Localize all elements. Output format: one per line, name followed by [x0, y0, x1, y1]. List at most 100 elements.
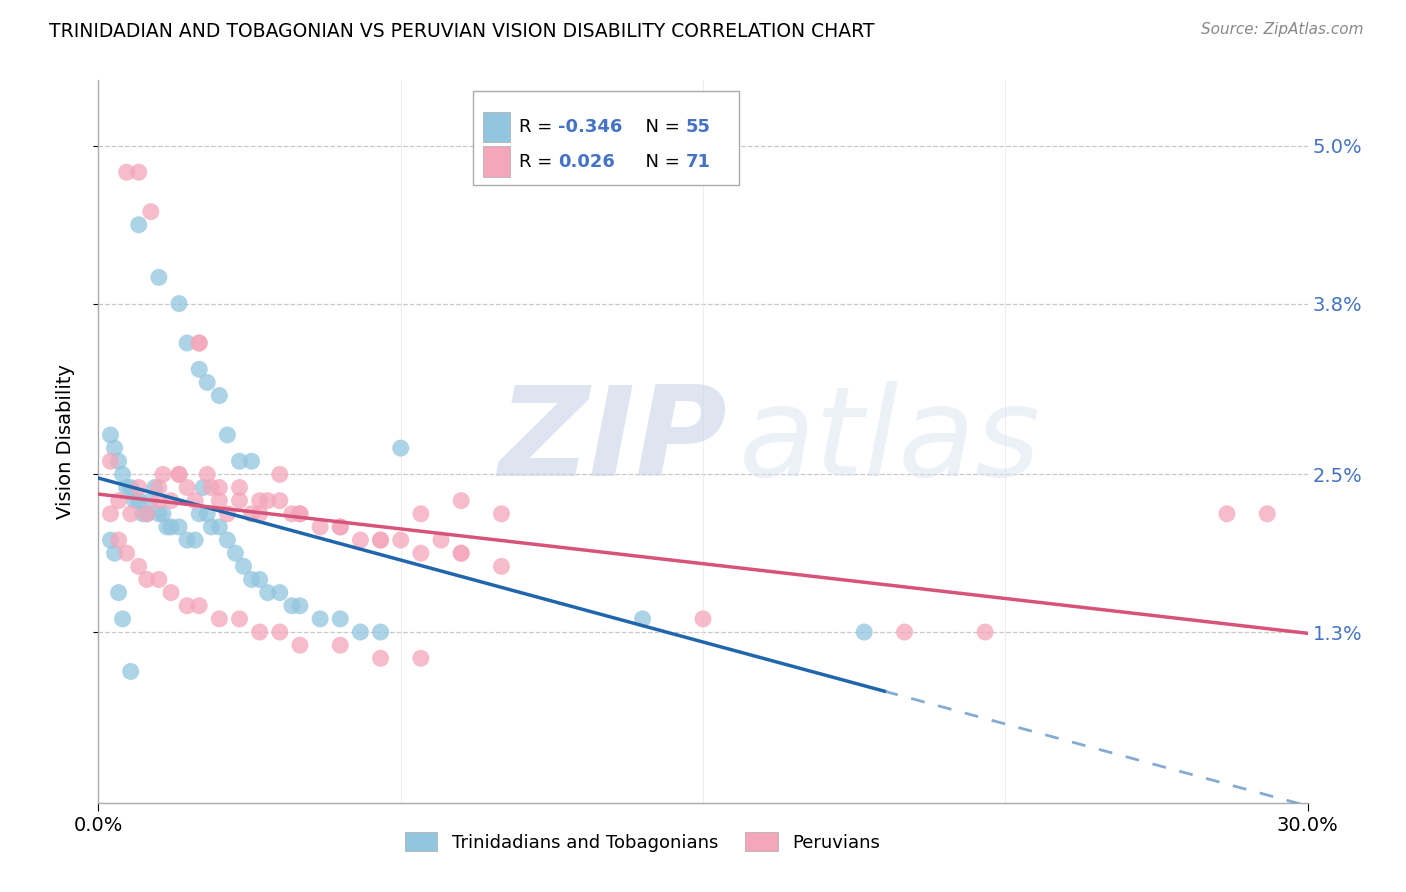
Point — [115, 481, 138, 495]
Point — [188, 336, 211, 351]
Point — [200, 481, 222, 495]
Point — [249, 507, 271, 521]
Point — [135, 507, 157, 521]
FancyBboxPatch shape — [482, 146, 509, 177]
Point — [1216, 507, 1239, 521]
Point — [269, 625, 291, 640]
Point — [128, 481, 150, 495]
Point — [208, 481, 231, 495]
FancyBboxPatch shape — [474, 91, 740, 185]
Point — [409, 546, 432, 560]
Point — [208, 520, 231, 534]
Point — [195, 376, 218, 390]
Point — [160, 493, 183, 508]
Point — [176, 533, 198, 547]
Point — [148, 481, 170, 495]
Point — [288, 638, 311, 652]
Point — [148, 493, 170, 508]
Point — [217, 533, 239, 547]
Point — [200, 520, 222, 534]
Point — [249, 625, 271, 640]
Point — [450, 493, 472, 508]
Point — [152, 507, 174, 521]
Point — [329, 612, 352, 626]
Point — [240, 507, 263, 521]
Point — [120, 481, 142, 495]
Point — [228, 612, 250, 626]
Point — [349, 625, 371, 640]
Point — [329, 520, 352, 534]
Point — [430, 533, 453, 547]
Point — [370, 533, 392, 547]
Point — [128, 493, 150, 508]
Point — [128, 559, 150, 574]
Point — [184, 493, 207, 508]
Point — [224, 546, 246, 560]
Legend: Trinidadians and Tobagonians, Peruvians: Trinidadians and Tobagonians, Peruvians — [398, 825, 887, 859]
Point — [188, 336, 211, 351]
Point — [107, 533, 129, 547]
Point — [240, 573, 263, 587]
Point — [269, 467, 291, 482]
Point — [309, 520, 332, 534]
Point — [148, 270, 170, 285]
Point — [195, 467, 218, 482]
Point — [974, 625, 997, 640]
Point — [100, 454, 122, 468]
Point — [208, 493, 231, 508]
Point — [329, 520, 352, 534]
Point — [193, 481, 215, 495]
Text: atlas: atlas — [740, 381, 1042, 502]
Point — [167, 467, 190, 482]
Point — [269, 585, 291, 599]
Point — [309, 612, 332, 626]
Point — [143, 481, 166, 495]
Point — [156, 520, 179, 534]
Point — [148, 507, 170, 521]
Point — [184, 533, 207, 547]
Y-axis label: Vision Disability: Vision Disability — [56, 364, 75, 519]
Point — [120, 507, 142, 521]
Point — [111, 612, 134, 626]
Point — [389, 533, 412, 547]
Point — [1256, 507, 1278, 521]
Point — [228, 493, 250, 508]
Point — [100, 533, 122, 547]
Point — [115, 165, 138, 179]
Point — [135, 573, 157, 587]
Point — [491, 559, 513, 574]
Text: ZIP: ZIP — [499, 381, 727, 502]
Point — [188, 362, 211, 376]
Point — [208, 612, 231, 626]
Text: 71: 71 — [686, 153, 711, 170]
Text: R =: R = — [519, 153, 558, 170]
Point — [124, 493, 146, 508]
Point — [228, 454, 250, 468]
Point — [167, 520, 190, 534]
Point — [148, 573, 170, 587]
Point — [370, 533, 392, 547]
Point — [188, 599, 211, 613]
Point — [128, 218, 150, 232]
Point — [329, 638, 352, 652]
Point — [128, 165, 150, 179]
Point — [195, 507, 218, 521]
Point — [107, 585, 129, 599]
Point — [176, 336, 198, 351]
Point — [281, 599, 304, 613]
Text: N =: N = — [634, 153, 686, 170]
Text: Source: ZipAtlas.com: Source: ZipAtlas.com — [1201, 22, 1364, 37]
Point — [139, 493, 162, 508]
Point — [100, 428, 122, 442]
Point — [176, 599, 198, 613]
Point — [100, 507, 122, 521]
Point — [409, 651, 432, 665]
Point — [389, 441, 412, 455]
Point — [167, 296, 190, 310]
Point — [120, 665, 142, 679]
Point — [893, 625, 915, 640]
Point — [249, 493, 271, 508]
Text: N =: N = — [634, 118, 686, 136]
Point — [450, 546, 472, 560]
Point — [132, 507, 155, 521]
